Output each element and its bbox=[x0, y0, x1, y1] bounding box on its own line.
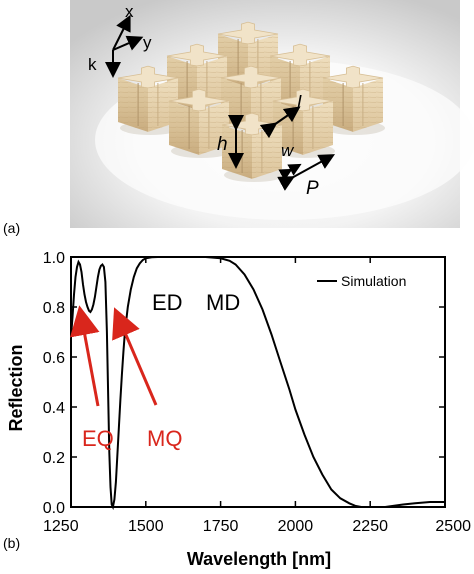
annotation-mq: MQ bbox=[147, 426, 182, 451]
x-tick-label: 1250 bbox=[43, 518, 79, 535]
y-tick-label: 0.4 bbox=[43, 400, 65, 417]
axes-triad: x y k bbox=[88, 2, 152, 78]
y-axis-label: Reflection bbox=[6, 344, 26, 431]
y-ticks: 0.0 0.2 0.4 0.6 0.8 1.0 bbox=[43, 250, 445, 517]
y-tick-label: 0.6 bbox=[43, 350, 65, 367]
y-tick-label: 1.0 bbox=[43, 250, 65, 267]
dimension-annotations: l h w P bbox=[217, 93, 336, 199]
illustration-svg: x y k l h w P (a) bbox=[3, 0, 474, 236]
plot-frame bbox=[70, 256, 446, 508]
panel-a-label: (a) bbox=[3, 220, 20, 236]
series-line-simulation bbox=[70, 256, 445, 511]
pillar bbox=[117, 65, 180, 135]
pillar bbox=[322, 65, 385, 135]
dim-h-label: h bbox=[217, 134, 228, 155]
axis-k-label: k bbox=[88, 55, 97, 74]
x-tick-label: 1750 bbox=[203, 518, 239, 535]
x-tick-label: 2000 bbox=[278, 518, 314, 535]
figure-a-metasurface-illustration: x y k l h w P (a) bbox=[0, 0, 474, 240]
dim-l-label: l bbox=[297, 93, 302, 114]
annotation-eq-mq: EQ MQ bbox=[69, 305, 182, 451]
y-tick-label: 0.0 bbox=[43, 500, 65, 517]
legend-label-simulation: Simulation bbox=[341, 273, 406, 289]
annotation-eq: EQ bbox=[82, 426, 114, 451]
legend: Simulation bbox=[317, 273, 406, 289]
x-axis-label: Wavelength [nm] bbox=[187, 549, 331, 569]
annotation-md: MD bbox=[206, 290, 240, 315]
y-tick-label: 0.2 bbox=[43, 450, 65, 467]
chart-svg: 0.0 0.2 0.4 0.6 0.8 1.0 1250 1500 1750 2000 2250 2… bbox=[3, 250, 471, 569]
arrow-eq bbox=[69, 305, 100, 407]
figure-b-reflection-chart: 0.0 0.2 0.4 0.6 0.8 1.0 1250 1500 1750 2000 2250 2… bbox=[0, 240, 474, 569]
x-tick-label: 2250 bbox=[352, 518, 388, 535]
arrow-mq bbox=[112, 307, 158, 406]
dim-p-label: P bbox=[306, 178, 319, 199]
x-tick-label: 2500 bbox=[435, 518, 471, 535]
pillar bbox=[168, 88, 231, 158]
pillar-array bbox=[117, 21, 385, 182]
y-tick-label: 0.8 bbox=[43, 300, 65, 317]
axis-x-label: x bbox=[125, 2, 134, 21]
axis-y-label: y bbox=[143, 33, 152, 52]
x-tick-label: 1500 bbox=[128, 518, 164, 535]
dim-w-label: w bbox=[281, 141, 295, 160]
panel-b-label: (b) bbox=[3, 535, 20, 551]
annotation-ed: ED bbox=[152, 290, 183, 315]
